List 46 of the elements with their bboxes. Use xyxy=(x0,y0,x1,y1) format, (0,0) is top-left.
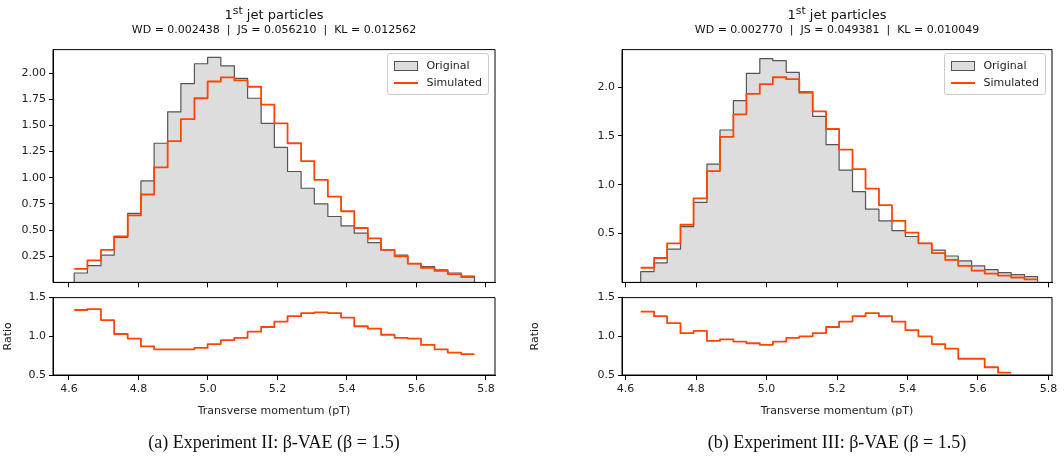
y-tick-label: 0.75 xyxy=(21,196,46,210)
y-tick-label: 0.5 xyxy=(597,226,615,240)
y-tick-label: 0.5 xyxy=(28,367,46,381)
y-tick-label: 1.50 xyxy=(21,118,46,132)
x-tick-label: 5.8 xyxy=(477,382,495,396)
y-tick-label: 2.0 xyxy=(597,79,615,93)
x-tick-label: 5.0 xyxy=(757,382,776,396)
y-tick-label: 1.00 xyxy=(21,170,46,184)
y-tick-label: 1.0 xyxy=(597,329,615,343)
x-tick-label: 5.6 xyxy=(407,382,426,396)
legend-label: Original xyxy=(426,59,470,72)
x-tick-label: 5.0 xyxy=(199,382,217,396)
y-tick-label: 1.5 xyxy=(28,290,46,304)
y-tick-label: 0.5 xyxy=(597,367,615,381)
y-tick-label: 0.25 xyxy=(21,249,46,263)
x-tick-label: 4.6 xyxy=(60,382,78,396)
x-tick-label: 5.6 xyxy=(969,382,987,396)
y-tick-label: 1.0 xyxy=(28,329,46,343)
y-tick-label: 1.5 xyxy=(597,290,615,304)
y-tick-label: 1.0 xyxy=(597,177,615,191)
legend-label: Simulated xyxy=(426,76,482,89)
x-axis-title: Transverse momentum (pT) xyxy=(759,404,914,418)
x-tick-label: 5.4 xyxy=(898,382,917,396)
y-tick-label: 1.5 xyxy=(597,128,615,142)
y-tick-label: 1.25 xyxy=(21,144,46,158)
x-tick-label: 5.4 xyxy=(338,382,356,396)
x-tick-label: 5.2 xyxy=(268,382,287,396)
chart-title: 1$^{st}$ jet particles xyxy=(786,4,888,23)
legend-label: Original xyxy=(983,59,1027,72)
x-tick-label: 5.8 xyxy=(1039,382,1058,396)
y-tick-label: 0.50 xyxy=(21,222,46,236)
y-tick-label: 2.00 xyxy=(21,66,46,79)
x-axis-title: Transverse momentum (pT) xyxy=(196,404,351,418)
x-tick-label: 5.2 xyxy=(828,382,846,396)
x-tick-label: 4.8 xyxy=(687,382,705,396)
x-tick-label: 4.6 xyxy=(616,382,635,396)
y-tick-label: 1.75 xyxy=(21,92,46,106)
text: (a) Experiment II: β-VAE (β = 1.5) xyxy=(147,432,401,453)
chart-subtitle: WD = 0.002438 | JS = 0.056210 | KL = 0.012562 xyxy=(130,23,418,36)
legend-label: Simulated xyxy=(983,76,1039,89)
y-axis-title: Ratio xyxy=(528,321,542,351)
chart-title: 1$^{st}$ jet particles xyxy=(223,4,325,23)
text: (b) Experiment III: β-VAE (β = 1.5) xyxy=(706,432,968,453)
x-tick-label: 4.8 xyxy=(129,382,148,396)
chart-subtitle: WD = 0.002770 | JS = 0.049381 | KL = 0.010049 xyxy=(693,23,981,36)
y-axis-title: Ratio xyxy=(1,321,15,351)
